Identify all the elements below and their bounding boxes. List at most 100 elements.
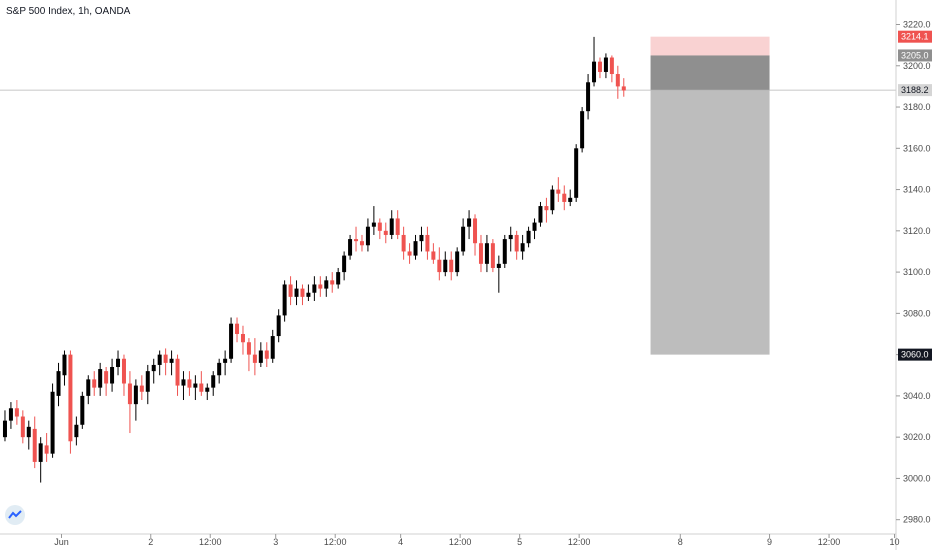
candle-body xyxy=(92,379,97,388)
candle-body xyxy=(550,189,555,211)
candle xyxy=(502,234,507,268)
y-tick-label: 2980.0 xyxy=(903,515,931,525)
candle-body xyxy=(419,234,424,242)
x-tick-label: 12:00 xyxy=(199,537,222,547)
candle-body xyxy=(437,259,442,273)
candle-body xyxy=(151,364,156,372)
candle xyxy=(520,234,525,260)
candle-body xyxy=(478,243,483,264)
candle xyxy=(574,144,579,202)
candle xyxy=(514,230,519,260)
x-tick-label: 8 xyxy=(678,537,683,547)
candle xyxy=(461,218,466,256)
candle-body xyxy=(26,426,31,438)
candle xyxy=(449,251,454,281)
candle xyxy=(199,371,204,396)
candle xyxy=(401,226,406,260)
candle-body xyxy=(377,222,382,231)
candle xyxy=(258,342,263,368)
candle xyxy=(133,379,138,421)
candle-body xyxy=(116,358,121,368)
candle-body xyxy=(163,354,168,363)
candle xyxy=(419,226,424,252)
candle xyxy=(235,317,240,343)
candle xyxy=(92,371,97,396)
current-price-tag-bg xyxy=(898,84,932,97)
candle-body xyxy=(425,234,430,252)
candle xyxy=(175,354,180,396)
candle xyxy=(169,350,174,376)
candle-body xyxy=(568,197,573,202)
candle-body xyxy=(330,280,335,285)
candle-body xyxy=(597,61,602,72)
candle xyxy=(264,342,269,368)
candle xyxy=(300,284,305,306)
candle-body xyxy=(235,323,240,334)
candle-body xyxy=(264,350,269,359)
candle xyxy=(246,338,251,372)
stop-price-tag: 3214.1 xyxy=(898,30,932,43)
candle xyxy=(348,234,353,260)
candle xyxy=(312,276,317,301)
candle xyxy=(395,210,400,240)
candle xyxy=(282,280,287,322)
x-tick-label: 12:00 xyxy=(568,537,591,547)
position-zones xyxy=(650,36,770,355)
candle xyxy=(544,197,549,223)
candle-body xyxy=(574,148,579,198)
candle-body xyxy=(348,239,353,256)
candle-body xyxy=(365,226,370,246)
candle xyxy=(240,325,245,355)
candle-body xyxy=(514,234,519,252)
entry-zone xyxy=(650,55,770,91)
candle-body xyxy=(86,379,91,396)
entry-price-tag: 3205.0 xyxy=(898,49,932,62)
candle xyxy=(592,36,597,87)
x-tick-label: Jun xyxy=(54,537,69,547)
y-tick-label: 3160.0 xyxy=(903,143,931,153)
stop-price-tag-bg xyxy=(898,30,932,43)
candle xyxy=(80,391,85,429)
candle-body xyxy=(306,292,311,297)
candle-body xyxy=(68,354,73,442)
candle xyxy=(104,367,109,396)
candle xyxy=(163,348,168,376)
candle-body xyxy=(467,218,472,227)
tradingview-logo-icon[interactable] xyxy=(4,504,26,526)
y-tick-label: 3080.0 xyxy=(903,308,931,318)
candle xyxy=(425,226,430,260)
candle xyxy=(56,362,61,407)
candle-body xyxy=(258,350,263,363)
candle xyxy=(580,107,585,153)
candle-body xyxy=(205,387,210,392)
candle-body xyxy=(455,251,460,273)
candle-body xyxy=(127,383,132,405)
candle-body xyxy=(354,239,359,242)
x-tick-label: 2 xyxy=(148,537,153,547)
candle xyxy=(371,206,376,235)
y-tick-label: 3120.0 xyxy=(903,226,931,236)
candle-body xyxy=(336,272,341,285)
candle-body xyxy=(44,445,49,454)
candle xyxy=(157,350,162,376)
candle-body xyxy=(502,239,507,264)
candle-body xyxy=(580,111,585,149)
candle xyxy=(187,371,192,396)
candle-body xyxy=(145,371,150,392)
candle-body xyxy=(461,226,466,252)
candle-body xyxy=(8,408,13,421)
candle xyxy=(336,267,341,289)
candle xyxy=(270,329,275,363)
candle-body xyxy=(544,206,549,211)
candle xyxy=(86,375,91,405)
candle xyxy=(252,338,257,376)
candle xyxy=(455,247,460,277)
candle xyxy=(127,371,132,434)
current-price-tag: 3188.2 xyxy=(898,84,932,97)
candle xyxy=(473,214,478,256)
candle xyxy=(38,437,43,483)
candle xyxy=(496,255,501,293)
candle xyxy=(490,239,495,273)
candle xyxy=(288,276,293,306)
